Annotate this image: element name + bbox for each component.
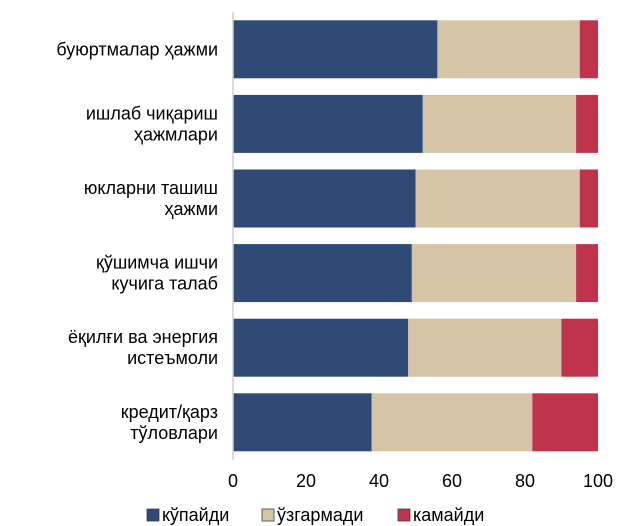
x-tick-labels: 0 20 40 60 80 100 bbox=[228, 471, 613, 491]
bar-4-series-2 bbox=[561, 318, 598, 377]
legend-swatch-2 bbox=[397, 508, 411, 522]
category-label-3: қўшимча ишчи кучига талаб bbox=[96, 253, 218, 294]
legend: кўпайди ўзгармади камайди bbox=[146, 505, 484, 525]
x-tick-label-2: 40 bbox=[369, 471, 389, 491]
legend-swatch-1 bbox=[261, 508, 275, 522]
category-label-4: ёқилғи ва энергия истеъмоли bbox=[68, 327, 218, 368]
x-tick-label-3: 60 bbox=[442, 471, 462, 491]
bar-3-series-2 bbox=[576, 244, 598, 303]
category-label-line: кучига талаб bbox=[111, 274, 218, 294]
category-label-line: буюртмалар ҳажми bbox=[56, 39, 218, 59]
legend-swatch-0 bbox=[146, 508, 160, 522]
category-label-line: тўловлари bbox=[130, 423, 218, 443]
bar-0-series-1 bbox=[437, 20, 580, 79]
bar-2-series-2 bbox=[579, 169, 598, 228]
bar-5-series-0 bbox=[233, 393, 372, 452]
category-label-line: ишлаб чиқариш bbox=[86, 103, 218, 123]
bar-2-series-0 bbox=[233, 169, 416, 228]
x-tick-label-4: 80 bbox=[515, 471, 535, 491]
category-label-5: кредит/қарз тўловлари bbox=[121, 402, 218, 443]
bar-4-series-0 bbox=[233, 318, 409, 377]
bar-0-series-0 bbox=[233, 20, 438, 79]
category-label-line: кредит/қарз bbox=[121, 402, 218, 422]
legend-label-1: ўзгармади bbox=[277, 505, 363, 525]
legend-label-0: кўпайди bbox=[162, 505, 229, 525]
category-label-line: юкларни ташиш bbox=[84, 178, 218, 198]
category-label-0: буюртмалар ҳажми bbox=[56, 39, 218, 59]
category-label-line: ҳажмлари bbox=[134, 124, 218, 144]
category-label-line: ҳажми bbox=[165, 199, 218, 219]
bar-5-series-2 bbox=[532, 393, 598, 452]
bar-1-series-2 bbox=[576, 94, 598, 153]
category-label-1: ишлаб чиқариш ҳажмлари bbox=[86, 103, 218, 144]
bar-1-series-0 bbox=[233, 94, 423, 153]
bar-3-series-0 bbox=[233, 244, 412, 303]
bars-layer bbox=[233, 20, 598, 452]
x-tick-label-5: 100 bbox=[583, 471, 613, 491]
category-label-2: юкларни ташиш ҳажми bbox=[84, 178, 218, 219]
category-label-line: қўшимча ишчи bbox=[96, 253, 218, 273]
bar-5-series-1 bbox=[371, 393, 533, 452]
x-tick-label-0: 0 bbox=[228, 471, 238, 491]
bar-4-series-1 bbox=[408, 318, 562, 377]
legend-label-2: камайди bbox=[413, 505, 484, 525]
bar-1-series-1 bbox=[422, 94, 577, 153]
x-tick-label-1: 20 bbox=[296, 471, 316, 491]
category-label-line: ёқилғи ва энергия bbox=[68, 327, 218, 347]
bar-2-series-1 bbox=[415, 169, 580, 228]
bar-3-series-1 bbox=[411, 244, 577, 303]
bar-0-series-2 bbox=[579, 20, 598, 79]
category-label-line: истеъмоли bbox=[127, 348, 218, 368]
category-labels: буюртмалар ҳажми ишлаб чиқариш ҳажмлари юкл… bbox=[56, 39, 218, 443]
